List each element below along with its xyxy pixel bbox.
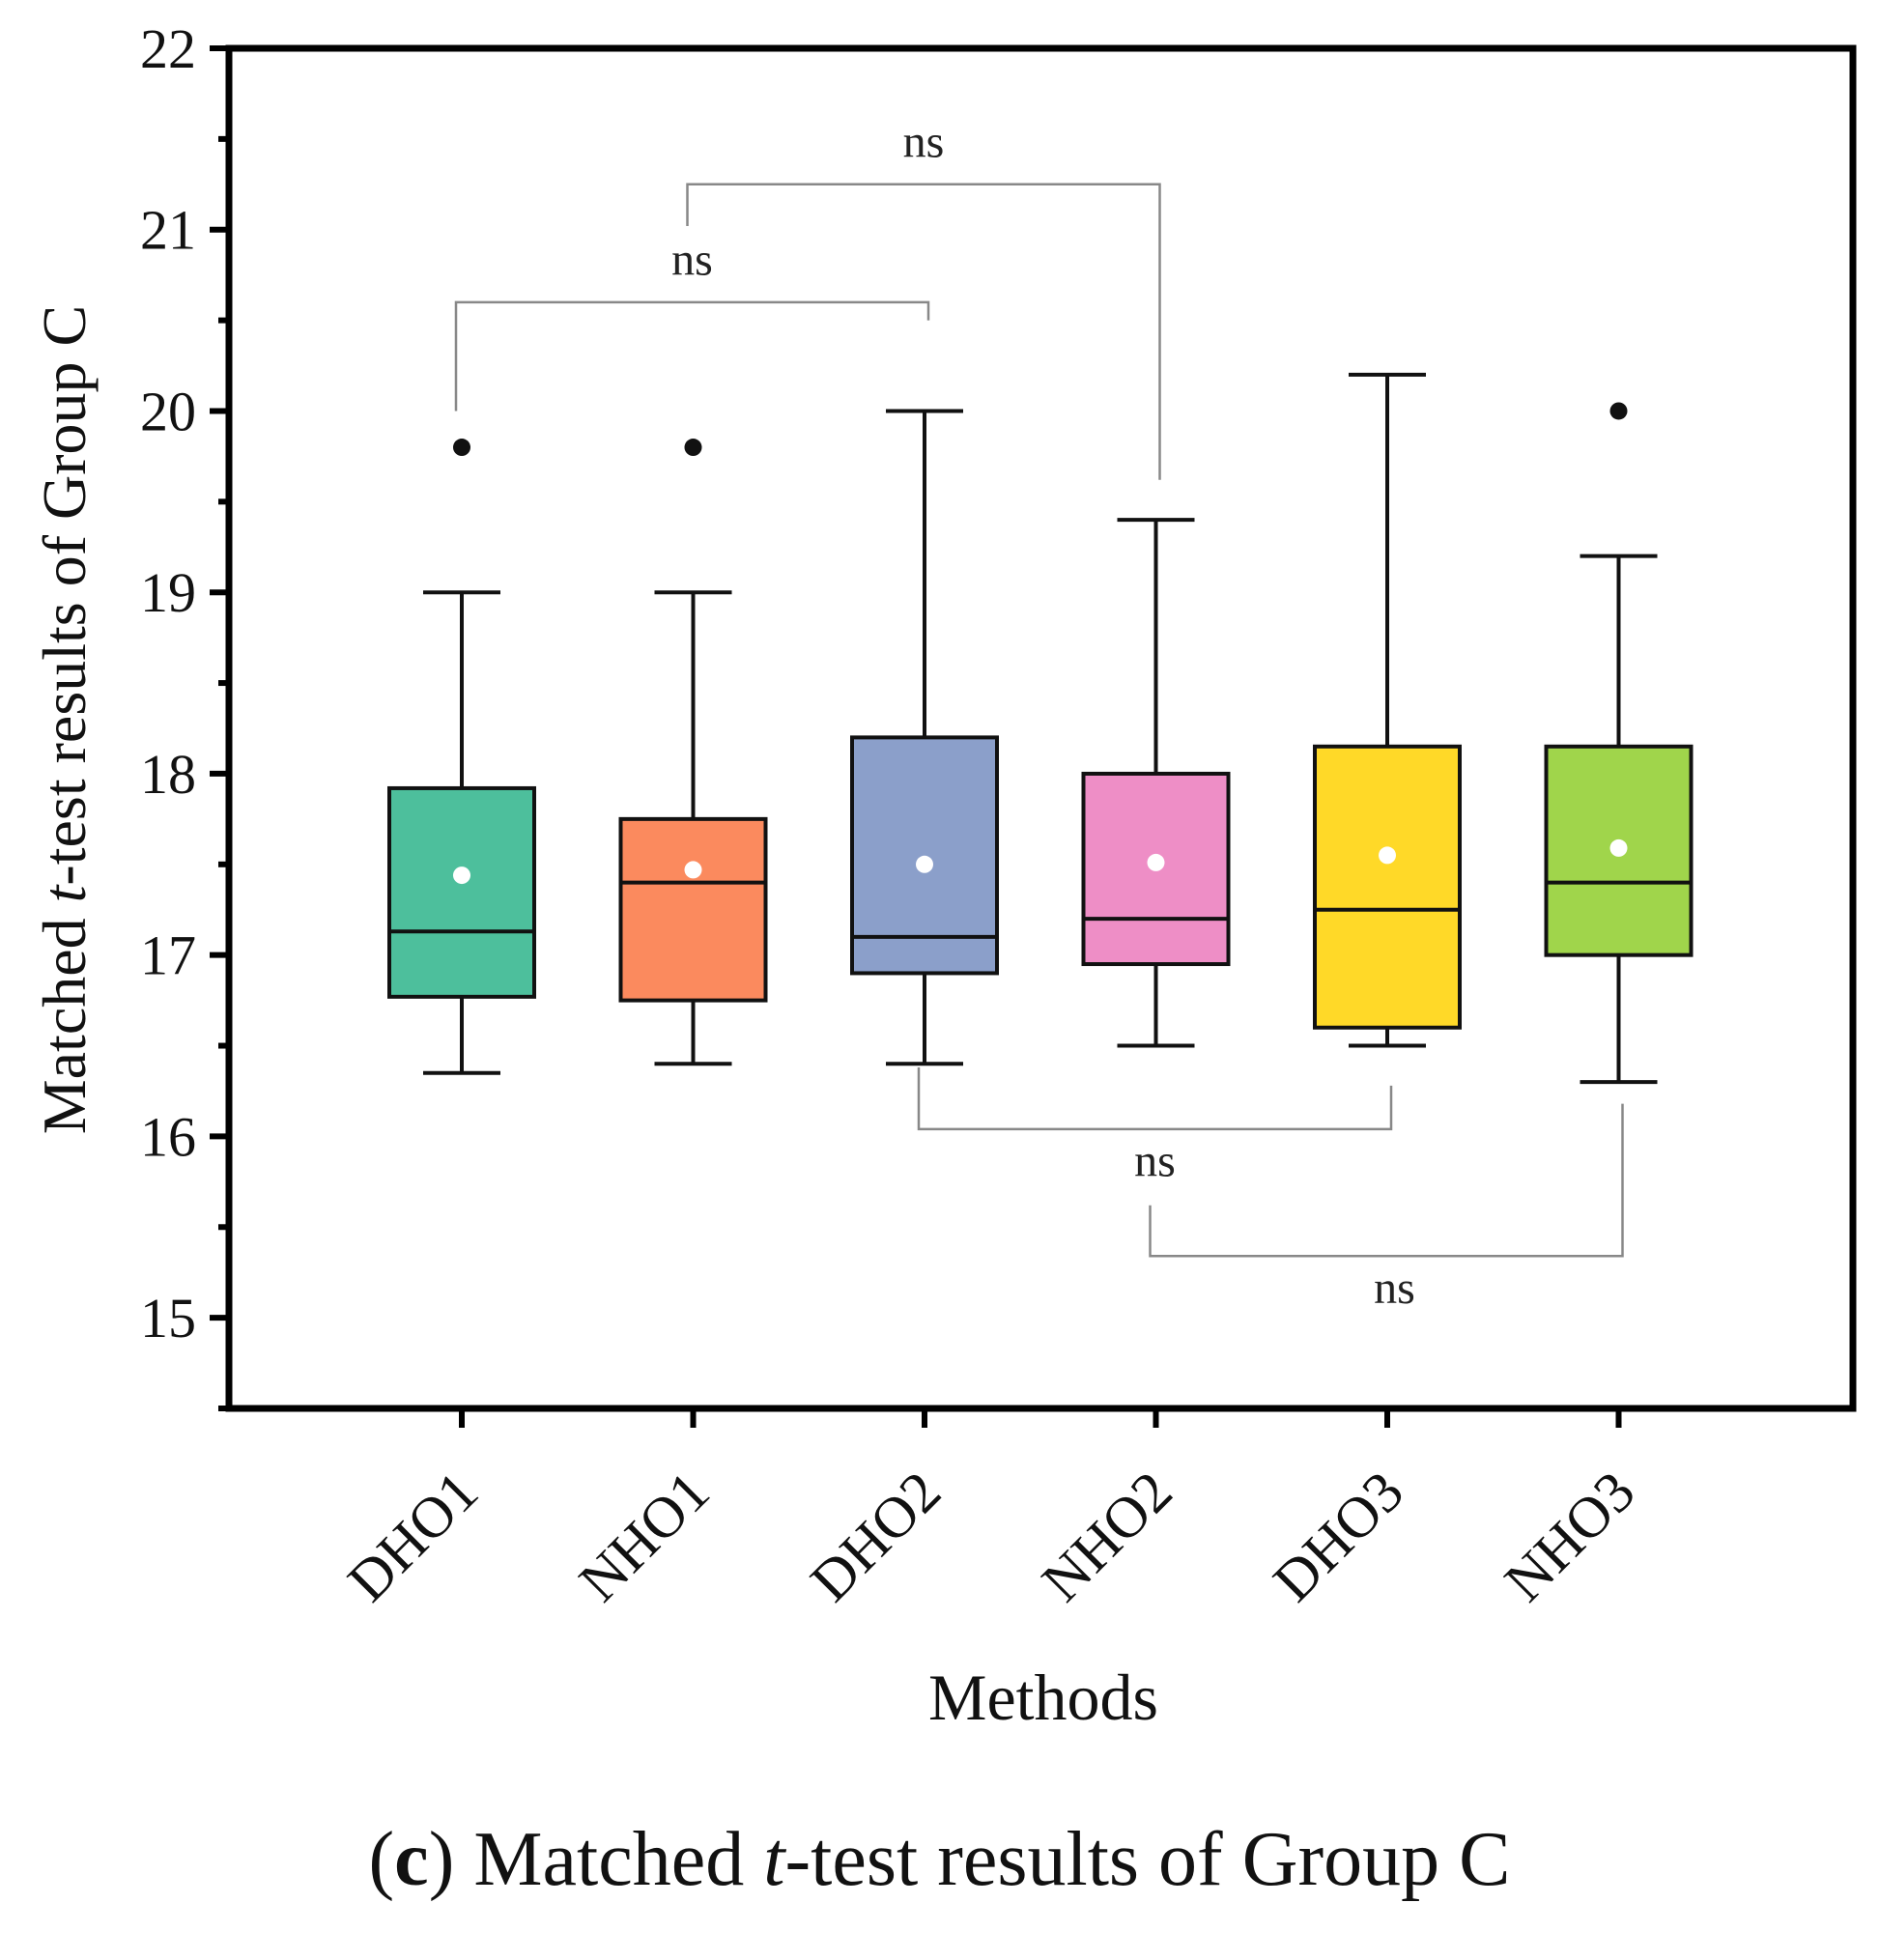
bracket-line: [1149, 1103, 1624, 1258]
bracket-line: [917, 1067, 1393, 1131]
box-body: [387, 785, 536, 999]
mean-point: [1147, 853, 1165, 871]
x-tick-label-dho2: DHO2: [798, 1460, 953, 1614]
box-nho2: [1081, 518, 1231, 1048]
bracket-label: ns: [1134, 1136, 1176, 1187]
x-tick-label-dho3: DHO3: [1261, 1460, 1415, 1614]
bracket-line: [454, 300, 930, 412]
y-tick-label: 17: [140, 924, 196, 987]
box-body: [1313, 744, 1462, 1030]
mean-point: [916, 855, 933, 873]
y-axis-label: Matched t-test results of Group C: [30, 305, 99, 1135]
box-dho3: [1313, 372, 1462, 1048]
caption-close: ): [428, 1817, 455, 1902]
x-tick-label-dho1: DHO1: [335, 1460, 490, 1614]
y-tick-label: 21: [140, 199, 196, 262]
y-axis-label-italic: t: [30, 883, 99, 902]
bracket-label: ns: [671, 235, 713, 286]
bracket-dho2-dho3: ns: [917, 1067, 1393, 1187]
bracket-label: ns: [1374, 1263, 1415, 1314]
y-axis-label-suffix: -test results of Group C: [30, 305, 99, 886]
bracket-dho1-dho2: ns: [454, 235, 930, 412]
y-tick-label: 18: [140, 743, 196, 806]
plot-frame: [225, 44, 1857, 1412]
mean-point: [684, 861, 702, 879]
x-tick-label-nho2: NHO2: [1030, 1460, 1184, 1614]
axis-labels: Methods Matched t-test results of Group …: [30, 305, 1158, 1734]
caption-suffix: -test results of Group C: [784, 1817, 1511, 1902]
boxes: [387, 372, 1694, 1085]
caption-prefix: Matched: [454, 1817, 764, 1902]
x-tick-label-nho3: NHO3: [1493, 1460, 1647, 1614]
y-tick-label: 16: [140, 1105, 196, 1168]
y-tick-label: 20: [140, 380, 196, 442]
mean-point: [1379, 846, 1396, 865]
y-tick-label: 15: [140, 1287, 196, 1349]
caption-letter: c: [394, 1817, 429, 1902]
mean-point: [1609, 838, 1628, 857]
figure-caption: (c) Matched t-test results of Group C: [0, 1816, 1879, 1904]
box-body: [850, 735, 999, 976]
caption-open: (: [368, 1817, 395, 1902]
caption-italic: t: [763, 1817, 785, 1902]
y-axis-label-prefix: Matched: [30, 902, 99, 1134]
box-nho1: [618, 439, 768, 1066]
significance-annotations: ns ns ns ns: [454, 117, 1624, 1314]
box-nho3: [1544, 402, 1694, 1085]
outlier-point: [1609, 402, 1628, 420]
outlier-point: [453, 439, 470, 457]
mean-point: [453, 866, 470, 885]
y-tick-label: 19: [140, 561, 196, 624]
bracket-line: [686, 183, 1161, 480]
bracket-label: ns: [903, 117, 945, 168]
outlier-point: [684, 439, 702, 457]
y-tick-label: 22: [140, 17, 196, 80]
x-axis-label: Methods: [928, 1661, 1158, 1734]
box-dho1: [387, 439, 536, 1075]
box-body: [618, 816, 768, 1003]
box-dho2: [850, 409, 999, 1066]
bracket-nho1-nho2: ns: [686, 117, 1161, 480]
bracket-nho2-nho3: ns: [1149, 1103, 1624, 1314]
x-tick-label-nho1: NHO1: [567, 1460, 722, 1614]
